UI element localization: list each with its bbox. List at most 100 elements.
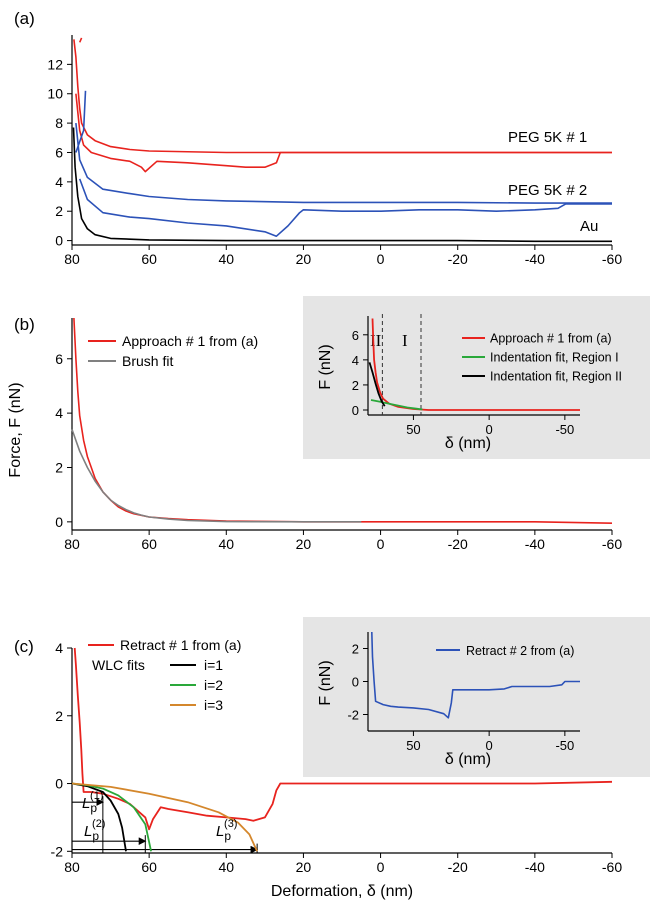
panel-a-series-4: [75, 123, 612, 204]
panel-c-inset-legend-label: Retract # 2 from (a): [466, 644, 574, 658]
panel-a-series-5: [75, 90, 87, 153]
panel-a-y-tick-label: 6: [55, 144, 63, 160]
panel-c-inset-y-tick-label: -2: [347, 708, 359, 723]
panel-c-inset-series-1: [371, 631, 580, 719]
panel-b-y-tick-label: 4: [55, 405, 63, 421]
panel-a-x-tick-label: 60: [141, 251, 157, 267]
panel-c-inset-x-tick-label: 0: [486, 738, 493, 753]
panel-a-y-tick-label: 10: [47, 86, 63, 102]
panel-a-x-tick-label: 0: [377, 251, 385, 267]
panel-b-x-tick-label: 80: [64, 536, 80, 552]
panel-c-series-2: [71, 782, 127, 852]
panel-a-series-6: [78, 178, 612, 237]
panel-a-x-tick-label: 20: [296, 251, 312, 267]
panel-a-series-2: [75, 93, 612, 173]
panel-b-inset-legend-label: Indentation fit, Region I: [490, 351, 619, 365]
panel-c-x-tick-label: 40: [218, 859, 234, 875]
panel-b-y-tick-label: 6: [55, 351, 63, 367]
panel-c-inset-x-tick-label: 50: [406, 738, 420, 753]
panel-b-inset-y-tick-label: 0: [352, 403, 359, 418]
panel-c-lp-label: Lp(3): [216, 818, 237, 843]
panel-b-inset-y-tick-label: 2: [352, 378, 359, 393]
panel-a-y-tick-label: 4: [55, 174, 63, 190]
panel-b-inset-series-2: [370, 399, 423, 411]
panel-a-series-3: [78, 37, 83, 43]
panel-a-axes: 80 60 40 20 0 -20 -40 -60 0 2 4 6 8 10 12: [47, 35, 622, 267]
panel-b-inset-legend-label: Indentation fit, Region II: [490, 370, 622, 384]
panel-c-inset-y-label: F (nN): [317, 660, 334, 705]
panel-a-x-tick-label: 40: [218, 251, 234, 267]
panel-b-y-label: Force, F (nN): [7, 382, 24, 477]
panel-a-x-tick-label: -60: [602, 251, 622, 267]
panel-c-y-tick-label: 2: [55, 708, 63, 724]
panel-a-annotation: Au: [580, 218, 598, 235]
panel-c-y-tick-label: -2: [51, 843, 64, 859]
panel-a-x-tick-label: -20: [448, 251, 468, 267]
panel-c-legend-label: WLC fits: [92, 657, 145, 673]
panel-a-label: (a): [14, 9, 35, 28]
panel-b-inset-region-label: I: [402, 331, 408, 350]
panel-b-inset-x-label: δ (nm): [445, 435, 491, 452]
panel-b-series-2: [71, 429, 362, 523]
panel-c-x-tick-label: -40: [525, 859, 545, 875]
panel-b-legend-label: Brush fit: [122, 353, 173, 369]
panel-c-x-tick-label: 80: [64, 859, 80, 875]
panel-b-legend-label: Approach # 1 from (a): [122, 333, 258, 349]
panel-a-y-tick-label: 8: [55, 115, 63, 131]
panel-c-label: (c): [14, 637, 34, 656]
panel-b-x-tick-label: -60: [602, 536, 622, 552]
panel-b-y-tick-label: 0: [55, 514, 63, 530]
panel-a-y-tick-label: 2: [55, 203, 63, 219]
panel-b-inset-x-tick-label: 0: [486, 422, 493, 437]
panel-c-lp-label: Lp(2): [84, 818, 105, 843]
panel-b-x-tick-label: -20: [448, 536, 468, 552]
panel-c-inset-x-tick-label: -50: [555, 738, 574, 753]
panel-a-series-7: [72, 127, 612, 243]
panel-b-inset-y-tick-label: 6: [352, 328, 359, 343]
panel-b-inset-region-label: II: [370, 331, 382, 350]
panel-a-x-tick-label: -40: [525, 251, 545, 267]
panel-c-legend-label: i=1: [204, 657, 223, 673]
panel-c-legend-label: Retract # 1 from (a): [120, 637, 241, 653]
panel-a-annotation: PEG 5K # 1: [508, 129, 587, 146]
panel-b-inset-y-tick-label: 4: [352, 353, 359, 368]
panel-c-y-tick-label: 0: [55, 776, 63, 792]
panel-b-x-tick-label: -40: [525, 536, 545, 552]
panel-b-x-tick-label: 20: [296, 536, 312, 552]
panel-a-x-tick-label: 80: [64, 251, 80, 267]
panel-b-inset-axes: 50 0 -50 0 2 4 6: [352, 316, 580, 437]
panel-c-legend-label: i=3: [204, 697, 223, 713]
panel-b-inset-legend-label: Approach # 1 from (a): [490, 332, 612, 346]
panel-c-series-4: [71, 782, 258, 852]
panel-b-inset-background: [303, 296, 650, 459]
panel-c-x-tick-label: -60: [602, 859, 622, 875]
panel-b-label: (b): [14, 315, 35, 334]
panel-c-y-tick-label: 4: [55, 640, 63, 656]
panel-b-inset-y-label: F (nN): [317, 344, 334, 389]
panel-c-x-tick-label: 60: [141, 859, 157, 875]
panel-c-series-1: [73, 647, 613, 831]
panel-c-legend-label: i=2: [204, 677, 223, 693]
panel-b-x-tick-label: 0: [377, 536, 385, 552]
panel-c-inset-y-tick-label: 0: [352, 675, 359, 690]
panel-c-inset-x-label: δ (nm): [445, 751, 491, 768]
panel-a-y-tick-label: 12: [47, 56, 63, 72]
panel-a-annotation: PEG 5K # 2: [508, 182, 587, 199]
panel-c-inset-axes: 50 0 -50 -2 0 2: [347, 632, 580, 753]
panel-b-x-tick-label: 40: [218, 536, 234, 552]
panel-b-inset-x-tick-label: 50: [406, 422, 420, 437]
panel-c-x-tick-label: 0: [377, 859, 385, 875]
panel-c-inset-y-tick-label: 2: [352, 642, 359, 657]
panel-c-x-label: Deformation, δ (nm): [271, 883, 413, 900]
panel-c-inset-background: [303, 617, 650, 777]
panel-b-inset-x-tick-label: -50: [555, 422, 574, 437]
panel-b-y-tick-label: 2: [55, 459, 63, 475]
panel-c-lp-label: Lp(1): [82, 790, 103, 815]
panel-b-inset-series-3: [368, 362, 386, 407]
panel-c-x-tick-label: 20: [296, 859, 312, 875]
panel-b-x-tick-label: 60: [141, 536, 157, 552]
panel-a-y-tick-label: 0: [55, 233, 63, 249]
panel-c-x-tick-label: -20: [448, 859, 468, 875]
